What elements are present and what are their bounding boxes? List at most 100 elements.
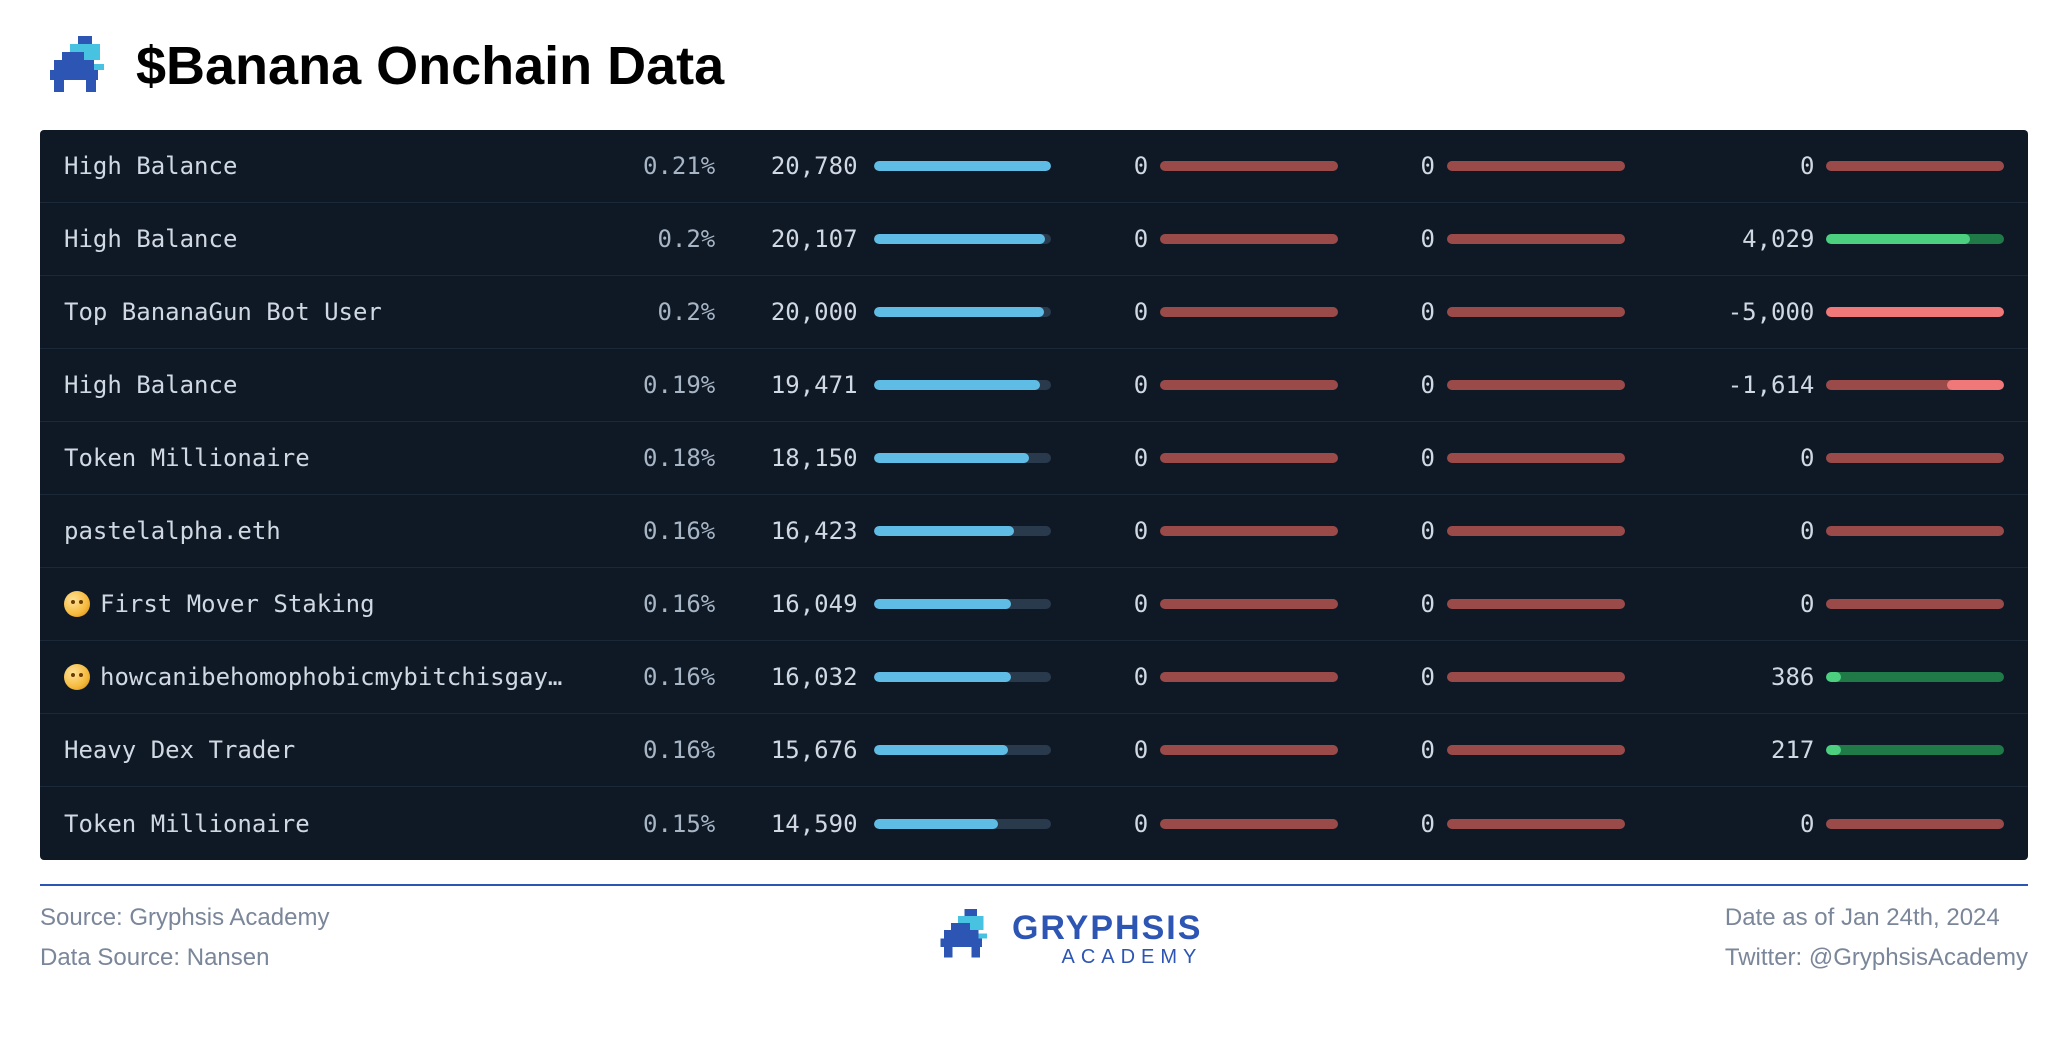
footer: Source: Gryphsis Academy Data Source: Na… [40, 904, 2028, 973]
row-label: High Balance [64, 371, 597, 399]
row-amount: 19,471 [729, 371, 857, 399]
change-bar [1826, 819, 2004, 829]
red-bar [1447, 819, 1625, 829]
change-bar [1826, 234, 2004, 244]
row-col-b: 0 [1366, 371, 1435, 399]
red-bar [1160, 819, 1338, 829]
row-col-a: 0 [1079, 590, 1148, 618]
date-label: Date as of Jan 24th, 2024 [1725, 904, 2000, 932]
row-label: High Balance [64, 152, 597, 180]
row-col-a: 0 [1079, 663, 1148, 691]
change-bar [1826, 307, 2004, 317]
row-change: 4,029 [1657, 225, 1815, 253]
row-change: 0 [1657, 444, 1815, 472]
red-bar [1447, 453, 1625, 463]
red-bar [1447, 672, 1625, 682]
row-col-a: 0 [1079, 810, 1148, 838]
red-bar [1447, 745, 1625, 755]
table-row: pastelalpha.eth0.16%16,423000 [40, 495, 2028, 568]
row-change: 0 [1657, 590, 1815, 618]
red-bar [1160, 380, 1338, 390]
row-label-text: First Mover Staking [100, 590, 375, 618]
header: $Banana Onchain Data [40, 30, 2028, 102]
red-bar [1447, 161, 1625, 171]
row-change: 0 [1657, 517, 1815, 545]
footer-brand: GRYPHSIS ACADEMY [932, 904, 1202, 973]
row-label: First Mover Staking [64, 590, 597, 618]
twitter-label: Twitter: @GryphsisAcademy [1725, 944, 2028, 972]
table-row: High Balance0.2%20,107004,029 [40, 203, 2028, 276]
row-pct: 0.15% [597, 810, 715, 838]
change-bar [1826, 380, 2004, 390]
brand-sub: ACADEMY [1012, 947, 1202, 967]
row-col-b: 0 [1366, 298, 1435, 326]
red-bar [1160, 599, 1338, 609]
change-bar [1826, 161, 2004, 171]
row-amount: 20,000 [729, 298, 857, 326]
balance-bar [874, 745, 1052, 755]
balance-bar [874, 380, 1052, 390]
change-bar [1826, 745, 2004, 755]
red-bar [1447, 599, 1625, 609]
table-row: High Balance0.21% 20,780 0 0 0 [40, 130, 2028, 203]
row-change: 217 [1657, 736, 1815, 764]
brand-name: GRYPHSIS [1012, 911, 1202, 945]
table-row: howcanibehomophobicmybitchisgay…0.16% 16,… [40, 641, 2028, 714]
row-change: 0 [1657, 810, 1815, 838]
balance-bar [874, 819, 1052, 829]
row-pct: 0.21% [597, 152, 715, 180]
row-col-a: 0 [1079, 517, 1148, 545]
row-col-a: 0 [1079, 371, 1148, 399]
row-label-text: Token Millionaire [64, 444, 310, 472]
row-col-a: 0 [1079, 298, 1148, 326]
row-change: -1,614 [1657, 371, 1815, 399]
row-pct: 0.18% [597, 444, 715, 472]
row-amount: 16,049 [729, 590, 857, 618]
row-col-b: 0 [1366, 517, 1435, 545]
row-label-text: High Balance [64, 225, 237, 253]
table-row: Token Millionaire0.15%14,590000 [40, 787, 2028, 860]
row-pct: 0.16% [597, 663, 715, 691]
gryphsis-logo-icon [932, 904, 994, 973]
row-col-a: 0 [1079, 736, 1148, 764]
row-pct: 0.2% [597, 225, 715, 253]
row-amount: 20,780 [729, 152, 857, 180]
change-bar [1826, 599, 2004, 609]
row-col-b: 0 [1366, 444, 1435, 472]
table-row: Heavy Dex Trader 0.16% 15,676 0 0 217 [40, 714, 2028, 787]
row-amount: 16,032 [729, 663, 857, 691]
page-title: $Banana Onchain Data [136, 35, 724, 97]
change-bar [1826, 453, 2004, 463]
row-col-b: 0 [1366, 663, 1435, 691]
red-bar [1447, 380, 1625, 390]
red-bar [1160, 453, 1338, 463]
row-col-a: 0 [1079, 444, 1148, 472]
source-label: Source: Gryphsis Academy [40, 904, 329, 932]
row-pct: 0.16% [597, 590, 715, 618]
row-change: 386 [1657, 663, 1815, 691]
red-bar [1447, 234, 1625, 244]
row-col-b: 0 [1366, 152, 1435, 180]
row-label: High Balance [64, 225, 597, 253]
change-bar [1826, 672, 2004, 682]
row-change: 0 [1657, 152, 1815, 180]
balance-bar [874, 672, 1052, 682]
row-col-a: 0 [1079, 152, 1148, 180]
row-label: pastelalpha.eth [64, 517, 597, 545]
row-amount: 15,676 [729, 736, 857, 764]
table-row: First Mover Staking 0.16% 16,049 0 0 0 [40, 568, 2028, 641]
row-col-b: 0 [1366, 736, 1435, 764]
row-pct: 0.19% [597, 371, 715, 399]
balance-bar [874, 234, 1052, 244]
gryphsis-logo-icon [40, 30, 112, 102]
row-label-text: Top BananaGun Bot User [64, 298, 382, 326]
balance-bar [874, 599, 1052, 609]
row-label: howcanibehomophobicmybitchisgay… [64, 663, 597, 691]
row-col-b: 0 [1366, 225, 1435, 253]
balance-bar [874, 307, 1052, 317]
red-bar [1160, 161, 1338, 171]
row-label-text: Heavy Dex Trader [64, 736, 295, 764]
row-pct: 0.16% [597, 736, 715, 764]
row-label-text: High Balance [64, 371, 237, 399]
row-col-b: 0 [1366, 590, 1435, 618]
